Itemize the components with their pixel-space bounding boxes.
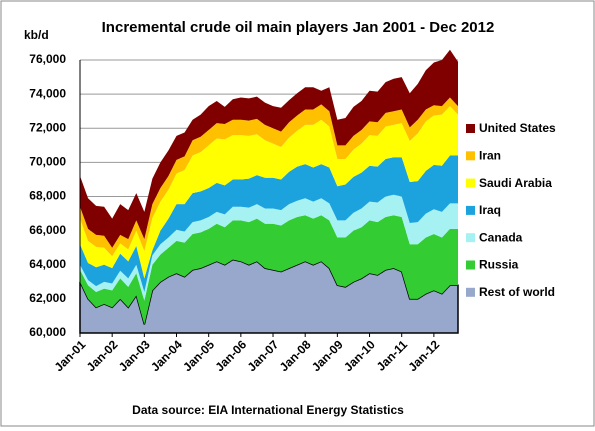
chart-title: Incremental crude oil main players Jan 2… — [102, 19, 495, 36]
source-note: Data source: EIA International Energy St… — [132, 403, 404, 417]
legend-label: Iran — [479, 148, 501, 162]
legend-swatch — [466, 205, 475, 215]
y-tick-label: 68,000 — [29, 189, 66, 203]
area — [80, 97, 458, 257]
y-tick-label: 62,000 — [29, 291, 66, 305]
y-tick-label: 72,000 — [29, 120, 66, 134]
area — [80, 49, 458, 248]
legend-swatch — [466, 287, 475, 297]
legend-label: Canada — [479, 230, 523, 244]
legend-label: Rest of world — [479, 285, 555, 299]
legend-swatch — [466, 124, 475, 133]
y-tick-label: 60,000 — [29, 325, 66, 339]
y-tick-label: 76,000 — [29, 52, 66, 66]
legend-swatch — [466, 233, 475, 243]
y-tick-label: 74,000 — [29, 86, 66, 100]
y-tick-label: 70,000 — [29, 155, 66, 169]
legend-swatch — [466, 151, 475, 161]
y-tick-label: 64,000 — [29, 257, 66, 271]
area — [80, 215, 458, 325]
area — [80, 106, 458, 279]
legend-label: Saudi Arabia — [479, 176, 552, 190]
y-tick-label: 66,000 — [29, 223, 66, 237]
legend-label: Iraq — [479, 203, 501, 217]
legend-label: United States — [479, 121, 556, 135]
legend-swatch — [466, 178, 475, 188]
legend-swatch — [466, 260, 475, 270]
y-axis-label: kb/d — [24, 28, 49, 42]
area — [80, 155, 458, 293]
area — [80, 194, 458, 301]
legend-label: Russia — [479, 258, 519, 272]
